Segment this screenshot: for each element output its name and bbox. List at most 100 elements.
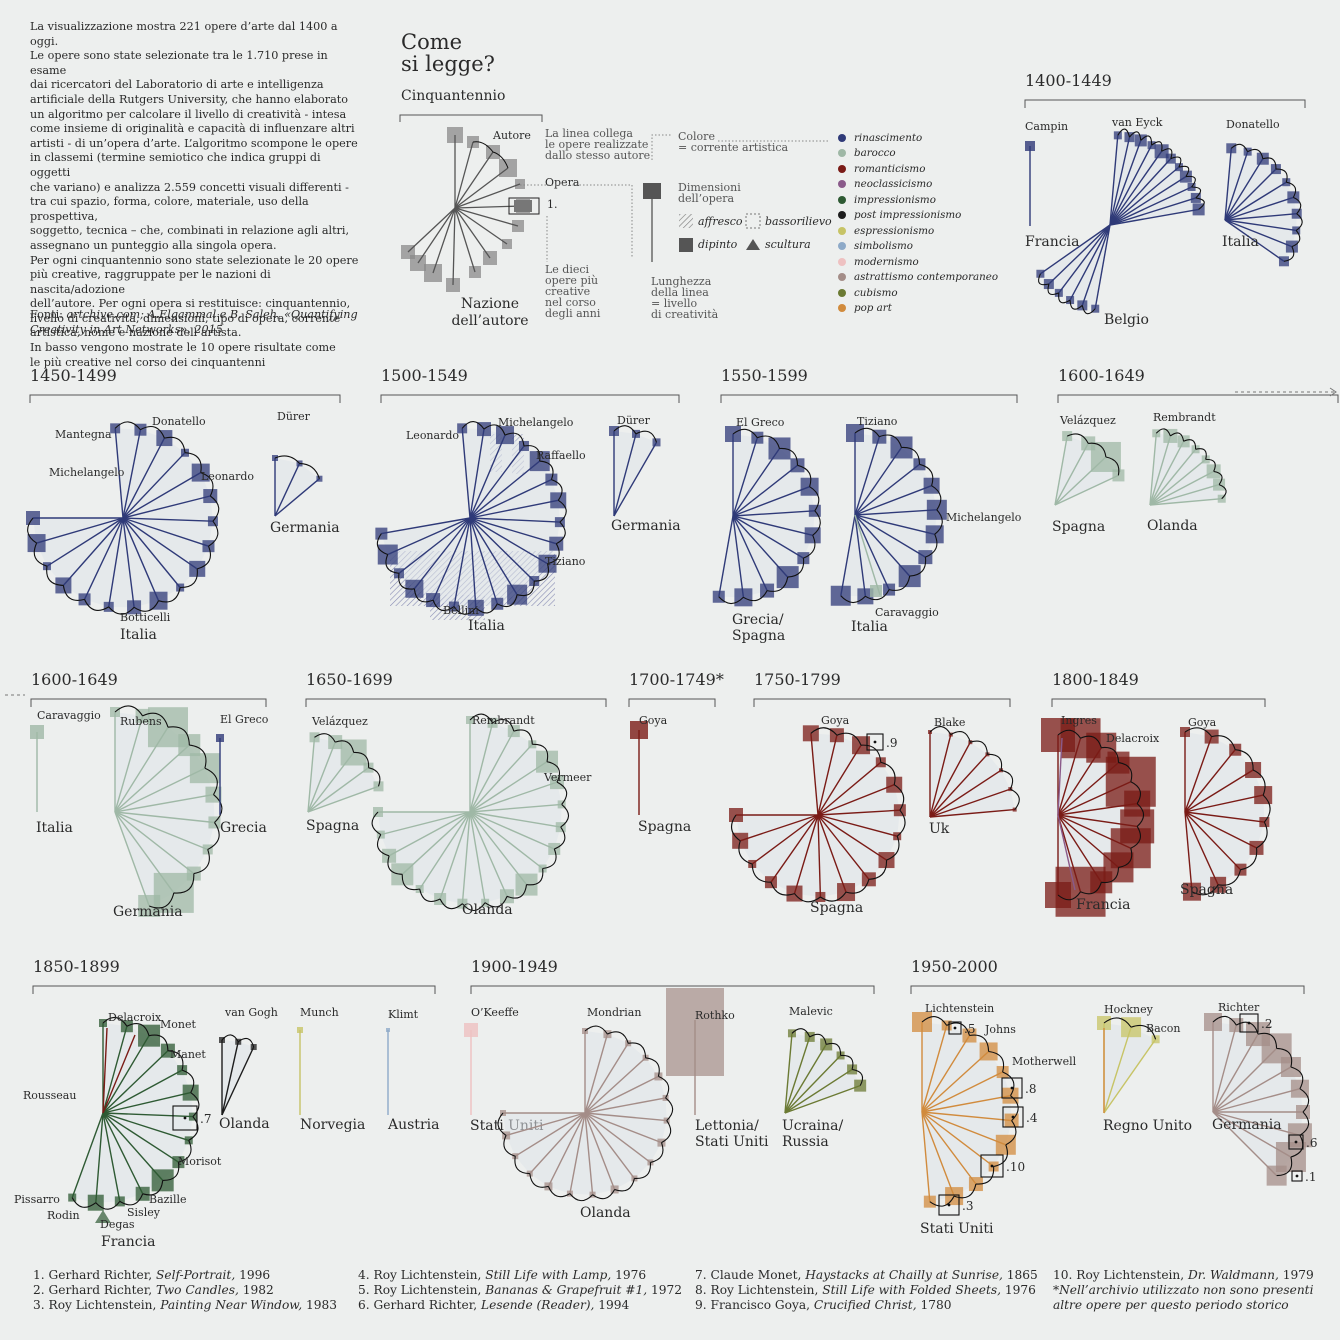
nation-label: Italia <box>120 627 157 643</box>
artist-label: Tiziano <box>545 555 586 568</box>
top-ten-dot <box>1010 1086 1014 1090</box>
work-line <box>1057 781 1132 816</box>
work-line <box>840 514 856 596</box>
artist-label: Velázquez <box>1059 414 1116 427</box>
nation-label: Italia <box>36 820 73 836</box>
work-line <box>417 207 456 264</box>
top-ten-box <box>1291 1170 1303 1182</box>
period-bracket <box>380 394 680 403</box>
dipinto-label: dipinto <box>698 238 738 251</box>
sources-text-2: Creativity in Art Networks», 2015 <box>30 322 223 336</box>
artist-label: Mondrian <box>587 1006 641 1019</box>
work-line <box>1149 483 1220 506</box>
period-title: 1850-1899 <box>33 957 120 976</box>
work-line <box>1212 1111 1278 1177</box>
work-line <box>102 1035 150 1114</box>
work-line <box>102 1034 136 1114</box>
work-line <box>221 1046 255 1116</box>
top-ten-rank: .7 <box>200 1112 211 1126</box>
work-line <box>921 1111 1007 1146</box>
period-title: 1750-1799 <box>754 670 841 689</box>
fan-fill <box>115 712 215 906</box>
work-line <box>122 437 166 519</box>
fan-fill <box>33 428 213 608</box>
work-line <box>921 1035 971 1113</box>
top-ten-box <box>1239 1013 1259 1033</box>
footnote-author: Roy Lichtenstein, <box>373 1283 482 1297</box>
nation-label: Spagna <box>732 628 785 644</box>
work-line <box>122 517 213 522</box>
top-ten-rank: .6 <box>1306 1136 1317 1150</box>
legend-label: neoclassicismo <box>854 178 933 191</box>
author-link <box>1066 433 1120 476</box>
nation-label: Germania <box>113 904 183 920</box>
work-line <box>469 811 508 897</box>
period-bracket <box>470 985 875 994</box>
fan-fill <box>503 1031 667 1195</box>
work-line <box>1184 811 1219 886</box>
work-line <box>584 1042 629 1114</box>
footnote-work: Still Life with Folded Sheets, <box>822 1283 1001 1297</box>
sources-text: artchive.com; A.Elgammal e B. Saleh, «Qu… <box>66 308 358 321</box>
work-line <box>307 752 355 813</box>
work-line <box>1057 814 1102 883</box>
intro-line: Le opere sono state selezionate tra le 1… <box>30 49 328 77</box>
top-ten-dot <box>873 740 877 744</box>
work-line <box>454 205 524 209</box>
author-link <box>497 1025 674 1202</box>
footnote-year: 1979 <box>1282 1268 1314 1282</box>
work-line <box>83 517 124 600</box>
work-line <box>817 744 862 816</box>
footnote-item: 1. Gerhard Richter, Self-Portrait, 1996 <box>33 1268 337 1283</box>
work-line <box>793 814 819 894</box>
work-line <box>817 814 847 893</box>
artist-label: Blake <box>934 716 965 729</box>
work-line <box>732 437 758 517</box>
period-title: 1600-1649 <box>31 670 118 689</box>
work-line <box>1224 219 1293 248</box>
artist-label: Monet <box>160 1018 196 1031</box>
legend-item: astrattismo contemporaneo <box>838 270 998 286</box>
how-title-line-1: Come <box>401 30 463 54</box>
legend-item: post impressionismo <box>838 208 998 224</box>
legend-swatch <box>838 164 846 173</box>
author-link <box>472 141 509 169</box>
footnote-work: Two Candles, <box>156 1283 239 1297</box>
period-bracket <box>1057 394 1339 403</box>
footnote-item: 2. Gerhard Richter, Two Candles, 1982 <box>33 1283 337 1298</box>
top-ten-box <box>980 1154 1004 1178</box>
work-line <box>1184 749 1236 813</box>
artist-label: Morisot <box>178 1155 222 1168</box>
nation-label: dell’autore <box>451 313 528 329</box>
movement-legend: rinascimento barocco romanticismo neoclassi… <box>838 130 998 316</box>
work-line <box>1149 440 1185 506</box>
work-line <box>1054 443 1089 506</box>
footnotes-col-2: 4. Roy Lichtenstein, Still Life with Lam… <box>358 1268 682 1313</box>
rank-example-box <box>508 197 540 215</box>
work-line <box>1224 158 1264 221</box>
top-ten-rank: .9 <box>886 736 897 750</box>
artist-label: Johns <box>984 1023 1016 1036</box>
work-line <box>584 1112 662 1144</box>
fan-fill <box>378 720 562 904</box>
fan-fill <box>72 1023 193 1203</box>
artist-label: Michelangelo <box>498 416 574 429</box>
footnotes-col-3: 7. Claude Monet, Haystacks at Chailly at… <box>695 1268 1038 1313</box>
work-line <box>817 814 887 861</box>
artist-label: Goya <box>1188 716 1217 729</box>
fan-fill <box>1055 436 1119 505</box>
work-line <box>401 811 471 875</box>
artist-label: Hockney <box>1104 1003 1154 1016</box>
nation-label: Spagna <box>306 818 359 834</box>
work-line <box>929 788 1011 818</box>
work-line <box>1057 814 1138 828</box>
legend-item: modernismo <box>838 254 998 270</box>
artist-label: Delacroix <box>1106 732 1160 745</box>
legend-swatch <box>838 288 846 297</box>
footnote-work: Haystacks at Chailly at Sunrise, <box>805 1268 1003 1282</box>
intro-line: un algoritmo per calcolare il livello di… <box>30 107 347 121</box>
nation-label: Francia <box>1025 234 1079 250</box>
work-line <box>1149 458 1207 506</box>
work-line <box>95 1112 104 1203</box>
work-line <box>46 517 124 567</box>
